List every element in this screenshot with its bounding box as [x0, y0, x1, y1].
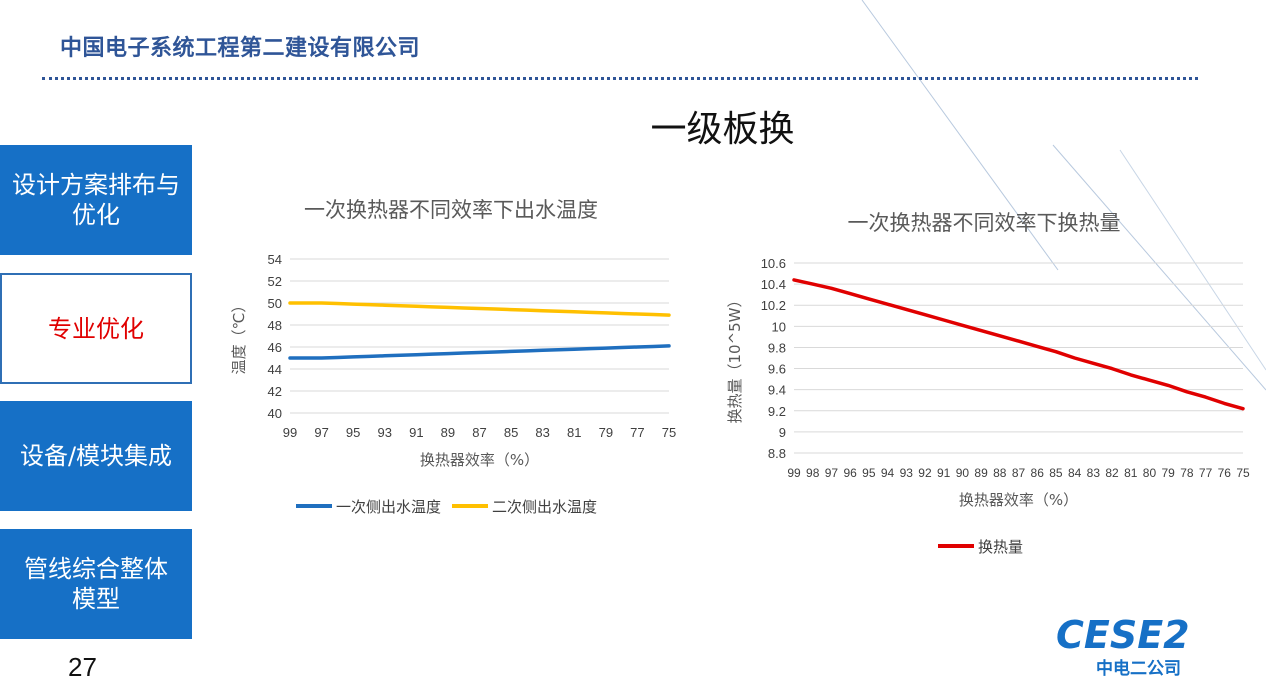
x-tick-label: 95	[346, 425, 360, 440]
y-tick-label: 52	[268, 274, 282, 289]
x-tick-label: 93	[378, 425, 392, 440]
x-tick-label: 99	[283, 425, 297, 440]
x-tick-label: 85	[504, 425, 518, 440]
y-tick-label: 10.4	[761, 277, 786, 292]
x-tick-label: 85	[1049, 466, 1063, 480]
sidebar-item-equipment-integration[interactable]: 设备/模块集成	[0, 401, 192, 511]
x-tick-label: 97	[314, 425, 328, 440]
heat-transfer-chart: 一次换热器不同效率下换热量 10.6 10.4 10.2 10 9.8 9.6 9.4 9.2 9…	[726, 211, 1250, 556]
x-tick-label: 77	[630, 425, 644, 440]
header-divider	[42, 77, 1198, 80]
sidebar-item-label: 专业优化	[48, 314, 144, 343]
y-tick-label: 54	[268, 252, 282, 267]
y-tick-label: 50	[268, 296, 282, 311]
x-tick-label: 88	[993, 466, 1007, 480]
x-axis-label: 换热器效率（%）	[959, 491, 1078, 509]
x-tick-label: 83	[535, 425, 549, 440]
x-axis-label: 换热器效率（%）	[420, 451, 539, 469]
chart-title: 一次换热器不同效率下出水温度	[304, 198, 598, 222]
x-tick-label: 81	[567, 425, 581, 440]
y-tick-label: 10	[772, 319, 786, 334]
y-tick-label: 48	[268, 318, 282, 333]
x-tick-label: 90	[956, 466, 970, 480]
x-tick-label: 84	[1068, 466, 1082, 480]
x-tick-label: 79	[1161, 466, 1175, 480]
x-tick-label: 76	[1218, 466, 1232, 480]
x-tick-label: 87	[472, 425, 486, 440]
x-tick-label: 89	[441, 425, 455, 440]
y-axis-label: 换热量（10^5W）	[726, 292, 744, 423]
series-line-1	[288, 344, 671, 360]
slide-title: 一级板换	[650, 109, 795, 150]
sidebar-item-professional-optimization[interactable]: 专业优化	[0, 273, 192, 384]
company-name: 中国电子系统工程第二建设有限公司	[60, 36, 421, 61]
x-tick-label: 98	[806, 466, 820, 480]
sidebar-item-label-line1: 设计方案排布与	[12, 171, 180, 199]
x-tick-label: 94	[881, 466, 895, 480]
series-line-2	[288, 301, 671, 317]
x-tick-label: 93	[900, 466, 914, 480]
y-tick-label: 46	[268, 340, 282, 355]
y-tick-label: 40	[268, 406, 282, 421]
x-tick-label: 83	[1087, 466, 1101, 480]
x-tick-label: 99	[787, 466, 801, 480]
y-tick-label: 10.2	[761, 298, 786, 313]
x-tick-label: 97	[825, 466, 839, 480]
x-tick-label: 92	[918, 466, 932, 480]
y-tick-label: 9.2	[768, 404, 786, 419]
sidebar-item-pipeline-model[interactable]: 管线综合整体 模型	[0, 529, 192, 639]
x-tick-label: 82	[1105, 466, 1119, 480]
legend-label: 一次侧出水温度	[336, 498, 441, 516]
chart-title: 一次换热器不同效率下换热量	[848, 211, 1121, 235]
y-tick-label: 9.6	[768, 362, 786, 377]
x-tick-label: 75	[1236, 466, 1250, 480]
y-tick-label: 9	[779, 425, 786, 440]
logo-wordmark: CESE2	[1056, 613, 1190, 657]
y-tick-label: 42	[268, 384, 282, 399]
sidebar-item-label-line2: 优化	[72, 201, 120, 229]
sidebar-item-design-layout[interactable]: 设计方案排布与 优化	[0, 145, 192, 255]
sidebar-item-label-line1: 管线综合整体	[24, 555, 168, 583]
company-logo: CESE2 中电二公司	[1056, 613, 1190, 679]
legend-label: 二次侧出水温度	[492, 498, 597, 516]
x-tick-label: 91	[937, 466, 951, 480]
legend-label: 换热量	[978, 538, 1023, 556]
x-tick-label: 78	[1180, 466, 1194, 480]
x-tick-label: 96	[843, 466, 857, 480]
x-tick-label: 77	[1199, 466, 1213, 480]
logo-subtitle: 中电二公司	[1096, 658, 1181, 679]
x-tick-label: 80	[1143, 466, 1157, 480]
y-tick-label: 9.4	[768, 383, 786, 398]
series-line-1	[792, 278, 1245, 411]
x-tick-label: 75	[662, 425, 676, 440]
x-tick-label: 79	[599, 425, 613, 440]
y-tick-label: 9.8	[768, 340, 786, 355]
x-tick-label: 86	[1031, 466, 1045, 480]
x-tick-label: 89	[974, 466, 988, 480]
sidebar-item-label-line2: 模型	[72, 585, 120, 613]
sidebar-item-label: 设备/模块集成	[19, 442, 173, 470]
y-tick-label: 8.8	[768, 446, 786, 461]
page-number: 27	[68, 652, 97, 682]
y-tick-label: 44	[268, 362, 282, 377]
x-tick-label: 81	[1124, 466, 1138, 480]
y-axis-label: 温度（℃）	[230, 298, 248, 375]
x-tick-label: 87	[1012, 466, 1026, 480]
x-tick-label: 91	[409, 425, 423, 440]
x-tick-label: 95	[862, 466, 876, 480]
y-tick-label: 10.6	[761, 256, 786, 271]
